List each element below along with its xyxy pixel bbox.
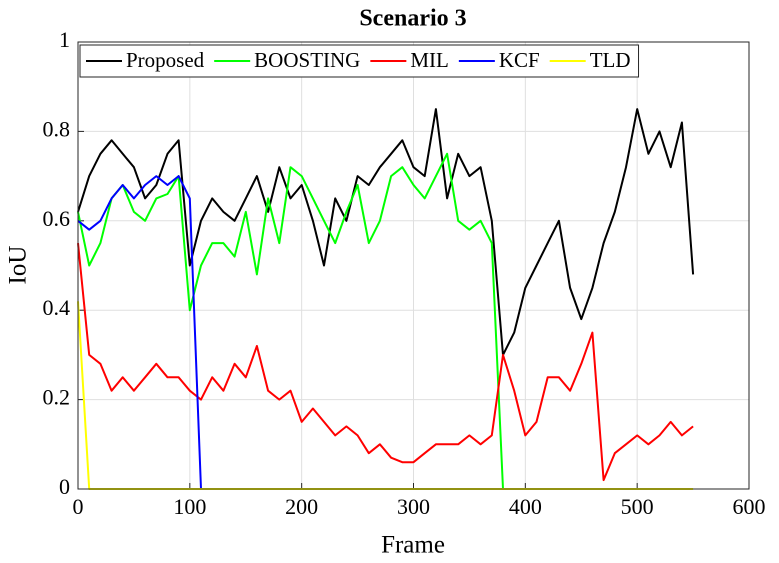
plot-frame — [77, 41, 750, 490]
series-line — [77, 175, 202, 490]
series-line — [77, 152, 504, 490]
x-tick-label: 0 — [73, 494, 84, 519]
y-tick-label: 0.6 — [43, 206, 71, 231]
x-tick-label: 200 — [285, 494, 318, 519]
legend-label: TLD — [590, 48, 631, 72]
legend-label: MIL — [410, 48, 449, 72]
legend-label: Proposed — [126, 48, 205, 72]
x-tick-label: 500 — [621, 494, 654, 519]
y-tick-label: 0.2 — [43, 385, 71, 410]
y-tick-label: 0 — [59, 474, 70, 499]
series-line — [77, 243, 694, 482]
series-line — [77, 108, 695, 356]
x-tick-label: 100 — [173, 494, 206, 519]
y-tick-label: 0.8 — [43, 116, 71, 141]
x-tick-label: 300 — [397, 494, 430, 519]
x-tick-label: 600 — [733, 494, 766, 519]
y-axis-label: IoU — [5, 246, 32, 285]
chart-title: Scenario 3 — [359, 6, 466, 32]
x-axis-label: Frame — [381, 532, 445, 559]
legend-label: KCF — [499, 48, 540, 72]
legend-box — [79, 44, 640, 78]
x-tick-label: 400 — [509, 494, 542, 519]
legend-label: BOOSTING — [254, 48, 360, 72]
y-tick-label: 1 — [59, 27, 70, 52]
legend: Proposed BOOSTING MIL KCF TLD — [79, 44, 640, 78]
y-tick-label: 0.4 — [43, 295, 71, 320]
